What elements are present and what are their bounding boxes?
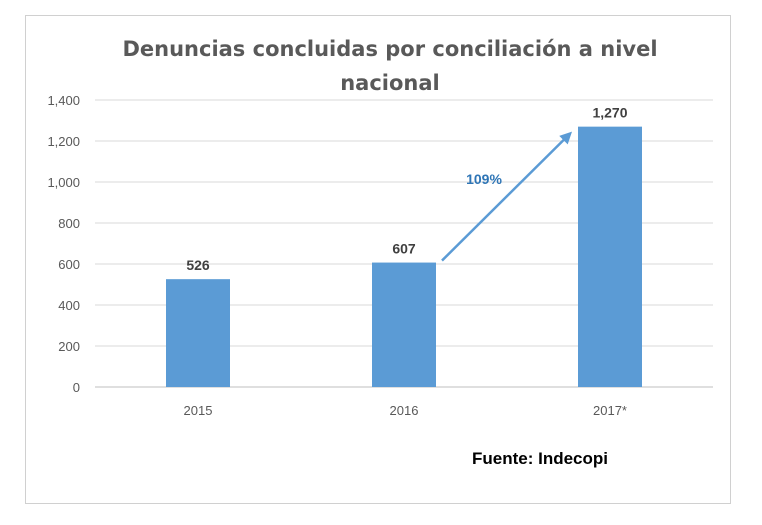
arrow-head (559, 131, 572, 145)
x-tick-label: 2015 (184, 403, 213, 418)
data-label: 607 (392, 241, 416, 257)
y-tick-label: 400 (58, 298, 80, 313)
y-tick-label: 600 (58, 257, 80, 272)
x-tick-label: 2017* (593, 403, 627, 418)
y-tick-label: 0 (73, 380, 80, 395)
bar (578, 126, 642, 388)
growth-arrow (441, 136, 567, 262)
data-label: 1,270 (592, 105, 627, 121)
x-tick-label: 2016 (390, 403, 419, 418)
chart-title-line1: Denuncias concluidas por conciliación a … (122, 37, 657, 61)
y-tick-label: 200 (58, 339, 80, 354)
y-tick-label: 800 (58, 216, 80, 231)
bar (372, 262, 436, 387)
source-note: Fuente: Indecopi (472, 449, 608, 468)
growth-label: 109% (466, 171, 502, 187)
data-label: 526 (186, 257, 210, 273)
chart-frame (25, 15, 731, 504)
y-tick-label: 1,400 (47, 93, 80, 108)
bar (166, 279, 230, 387)
y-tick-label: 1,200 (47, 134, 80, 149)
chart-title-line2: nacional (340, 71, 440, 95)
y-tick-label: 1,000 (47, 175, 80, 190)
